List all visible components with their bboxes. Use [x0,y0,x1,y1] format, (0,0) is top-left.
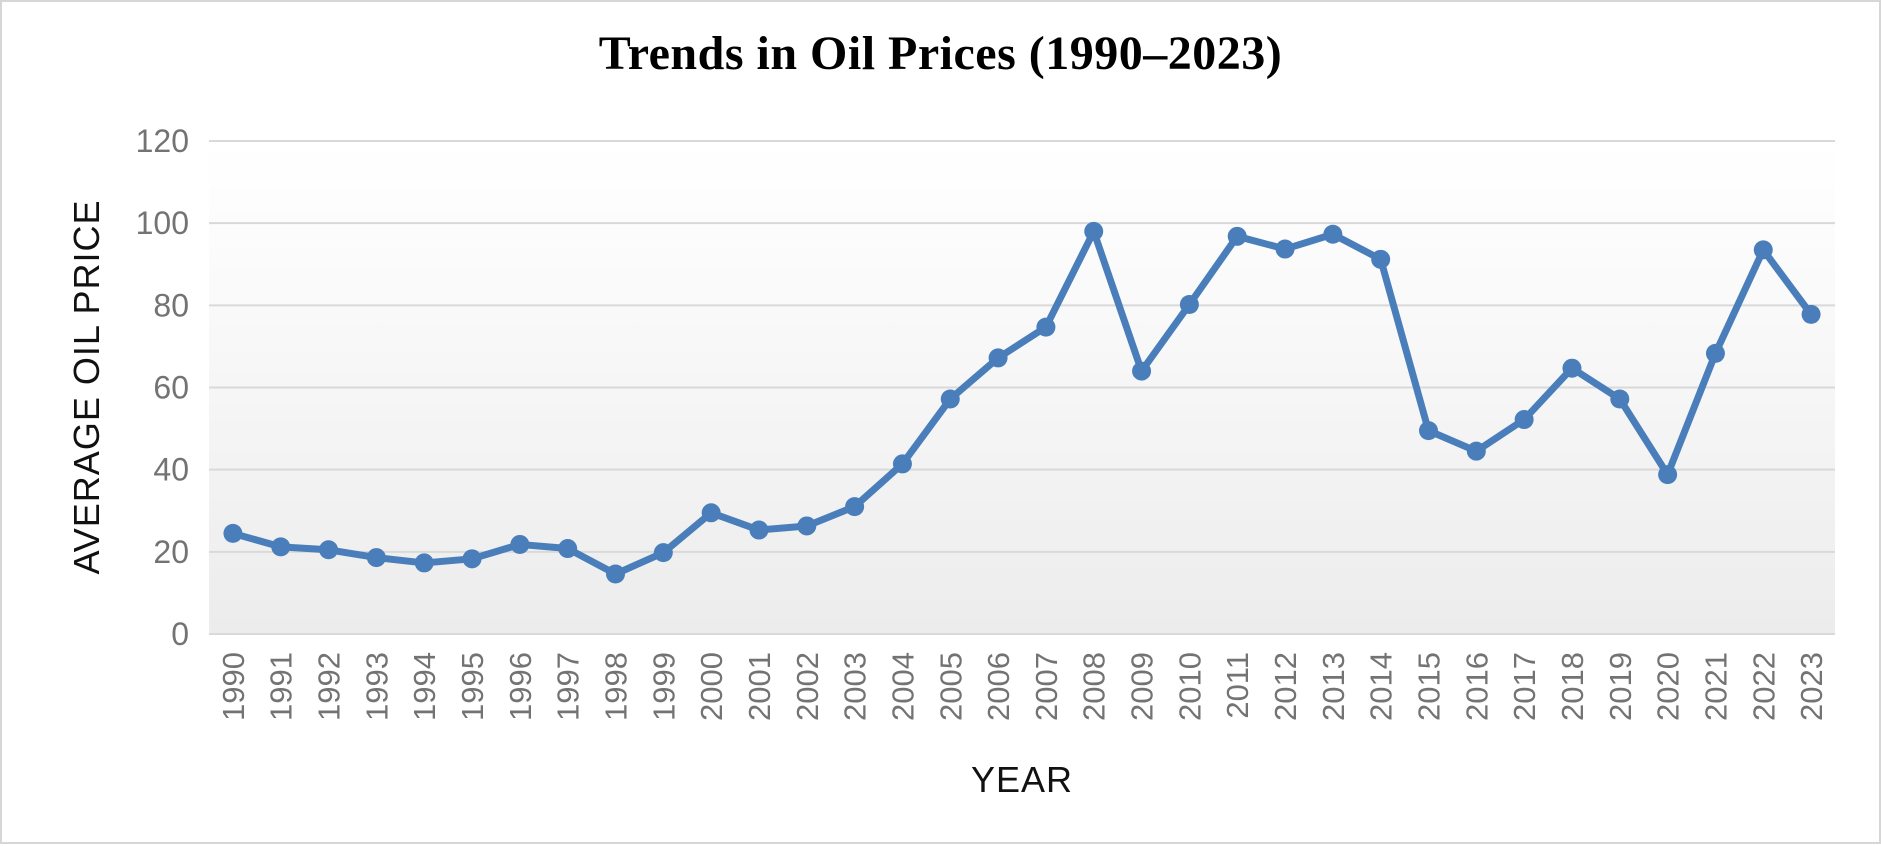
data-point-2022 [1753,240,1773,260]
data-point-2016 [1466,441,1486,461]
data-point-1995 [462,549,482,569]
x-tick-label: 2017 [1507,652,1542,721]
x-tick-label: 2000 [694,652,729,721]
chart-title: Trends in Oil Prices (1990–2023) [598,27,1283,80]
x-tick-label: 1992 [312,652,347,721]
data-point-1993 [366,548,386,568]
x-tick-label: 1996 [503,652,538,721]
x-tick-label: 2012 [1268,652,1303,721]
data-point-2021 [1705,343,1725,363]
y-tick-label: 100 [136,205,189,241]
data-point-1994 [414,553,434,573]
x-tick-label: 2010 [1172,652,1207,721]
data-point-1990 [223,523,243,543]
data-point-1998 [606,564,625,584]
data-point-2019 [1610,389,1630,409]
x-tick-label: 2003 [838,652,873,721]
x-tick-label: 2014 [1364,652,1399,721]
x-tick-label: 2005 [933,652,968,721]
x-tick-label: 2015 [1412,652,1447,721]
y-tick-label: 80 [153,287,189,323]
data-point-2012 [1275,239,1295,259]
x-tick-label: 2019 [1603,652,1638,721]
x-tick-label: 1998 [599,652,634,721]
y-tick-label: 0 [171,616,189,652]
y-tick-label: 120 [136,123,189,159]
x-tick-label: 1995 [455,652,490,721]
x-tick-label: 2004 [885,652,920,721]
x-tick-label: 1990 [216,652,251,721]
data-point-2003 [845,497,865,517]
data-point-2014 [1371,249,1391,269]
x-tick-label: 2021 [1698,652,1733,721]
x-tick-label: 2002 [790,652,825,721]
data-point-2023 [1801,304,1821,324]
data-point-2009 [1132,361,1152,381]
x-tick-label: 1994 [407,652,442,721]
x-tick-label: 2020 [1651,652,1686,721]
data-point-2007 [1036,317,1056,337]
series-line [229,227,1815,578]
y-tick-label: 20 [153,534,189,570]
x-tick-label: 1997 [551,652,586,721]
y-tick-label: 40 [153,452,189,488]
x-axis-title: YEAR [970,759,1074,800]
y-tick-label: 60 [153,370,189,406]
x-tick-label: 2001 [742,652,777,721]
data-point-2010 [1179,295,1199,315]
x-tick-label: 2007 [1029,652,1064,721]
data-point-2005 [940,389,960,409]
x-tick-label: 2022 [1746,652,1781,721]
x-tick-label: 2009 [1125,652,1160,721]
data-point-2006 [988,348,1008,368]
x-tick-label: 2013 [1316,652,1351,721]
data-point-2000 [701,503,721,523]
data-point-1996 [510,534,530,554]
data-point-2001 [749,520,769,540]
x-tick-label: 2008 [1077,652,1112,721]
data-point-2002 [797,516,817,536]
x-tick-label: 2011 [1220,652,1255,719]
x-tick-label: 2016 [1459,652,1494,721]
data-point-2020 [1658,465,1678,485]
data-point-1992 [319,540,339,560]
x-tick-label: 2023 [1794,652,1829,721]
data-point-2004 [892,454,912,474]
x-tick-label: 2006 [981,652,1016,721]
data-point-1999 [653,543,673,563]
data-point-2013 [1323,224,1343,244]
x-tick-label: 2018 [1555,652,1590,721]
data-point-2008 [1084,221,1104,241]
x-tick-label: 1991 [264,652,299,721]
x-tick-label: 1993 [359,652,394,721]
data-point-2015 [1419,421,1438,441]
data-point-2011 [1227,226,1247,246]
data-point-2018 [1562,358,1582,378]
data-point-1991 [271,537,291,557]
x-tick-label: 1999 [646,652,681,721]
data-point-1997 [558,539,578,559]
data-point-2017 [1514,410,1534,430]
